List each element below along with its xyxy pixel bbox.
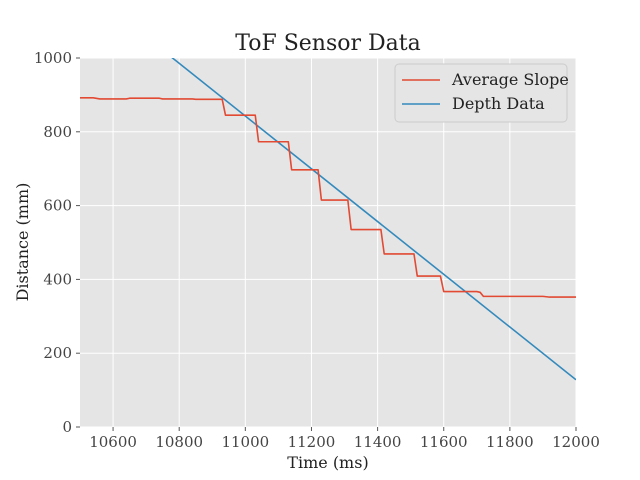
- x-tick-label: 10800: [155, 433, 203, 451]
- x-tick-label: 11600: [420, 433, 468, 451]
- legend-label-average-slope: Average Slope: [451, 70, 569, 89]
- x-tick-label: 10600: [89, 433, 137, 451]
- grid-lines: [80, 57, 577, 428]
- series-line-depth-data: [171, 58, 576, 381]
- x-tick-label: 11400: [354, 433, 402, 451]
- y-axis-label: Distance (mm): [13, 183, 32, 302]
- x-tick-label: 11200: [288, 433, 336, 451]
- y-tick-label: 800: [43, 123, 72, 141]
- x-tick-label: 11000: [221, 433, 269, 451]
- y-tick-label: 400: [43, 270, 72, 288]
- legend-label-depth-data: Depth Data: [452, 94, 545, 113]
- y-tick-label: 1000: [34, 49, 72, 67]
- series-line-average-slope: [80, 97, 576, 298]
- series-layer: [80, 58, 576, 381]
- x-tick-label: 12000: [552, 433, 600, 451]
- axis-ticks: 10600 10800 11000 11200 11400 11600 11800 12000…: [34, 49, 600, 451]
- chart-title: ToF Sensor Data: [235, 31, 421, 56]
- y-tick-label: 600: [43, 197, 72, 215]
- x-axis-label: Time (ms): [287, 453, 368, 472]
- legend: Average Slope Depth Data: [394, 63, 569, 123]
- x-tick-label: 11800: [486, 433, 534, 451]
- y-tick-label: 0: [62, 418, 72, 436]
- y-tick-label: 200: [43, 344, 72, 362]
- legend-box: [394, 63, 568, 123]
